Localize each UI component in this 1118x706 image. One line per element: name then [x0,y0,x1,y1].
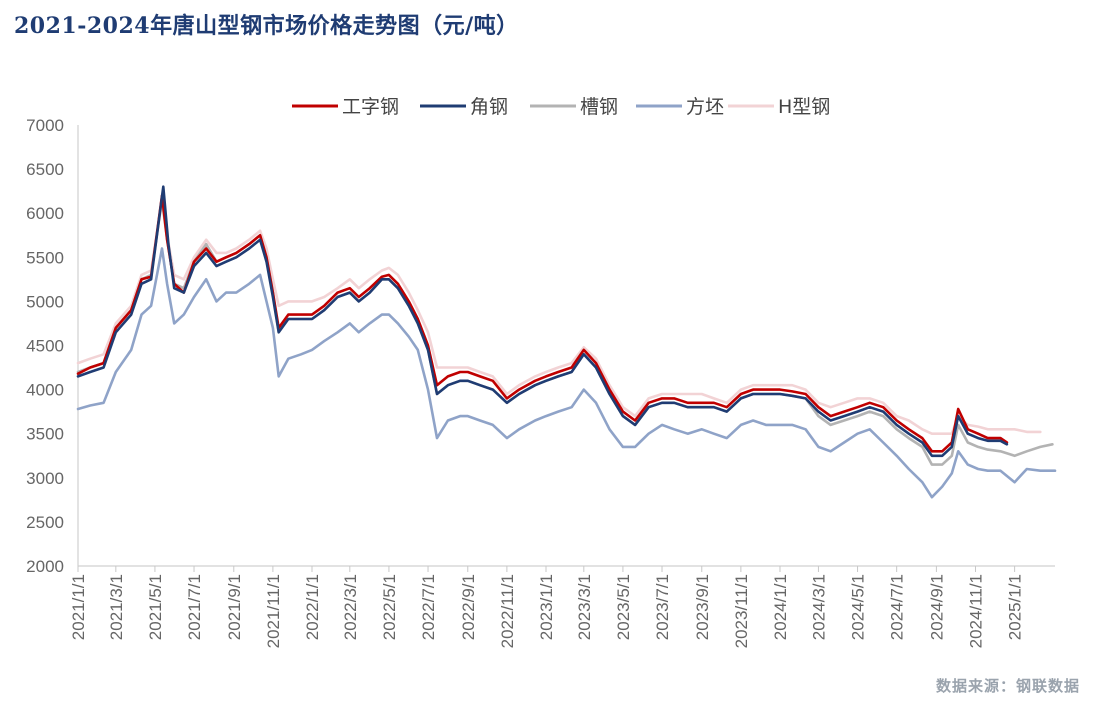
y-tick-label: 3500 [26,425,64,444]
legend: 工字钢 角钢 槽钢 方坯 H型钢 [292,96,830,118]
y-tick-label: 5000 [26,292,64,311]
x-tick-label: 2023/9/1 [693,574,712,640]
source-note: 数据来源：钢联数据 [935,677,1080,695]
y-tick-label: 5500 [26,248,64,267]
x-tick-label: 2021/9/1 [225,574,244,640]
x-tick-label: 2024/9/1 [927,574,946,640]
x-tick-label: 2022/3/1 [341,574,360,640]
x-tick-label: 2021/5/1 [146,574,165,640]
legend-label: 方坯 [686,96,724,118]
series-line-5 [76,198,1042,435]
y-tick-label: 4000 [26,381,64,400]
x-tick-label: 2022/7/1 [419,574,438,640]
legend-label: H型钢 [778,96,830,118]
x-tick-label: 2023/3/1 [575,574,594,640]
y-tick-label: 2500 [26,513,64,532]
series-line-4 [76,247,1057,499]
x-tick-label: 2024/3/1 [809,574,828,640]
x-tick-label: 2024/11/1 [967,574,986,648]
y-tick-label: 7000 [26,116,64,135]
x-tick-label: 2022/11/1 [498,574,517,648]
y-tick-label: 2000 [26,557,64,576]
x-tick-label: 2022/9/1 [459,574,478,640]
y-tick-label: 6500 [26,160,64,179]
x-tick-label: 2022/1/1 [303,574,322,640]
x-tick-label: 2023/11/1 [732,574,751,648]
x-tick-label: 2025/1/1 [1006,574,1025,640]
x-tick-label: 2023/7/1 [653,574,672,640]
x-tick-label: 2024/7/1 [888,574,907,640]
x-tick-label: 2022/5/1 [380,574,399,640]
x-axis: 2021/1/1 2021/3/1 2021/5/1 2021/7/1 2021/9/1… [69,565,1055,648]
y-tick-label: 3000 [26,469,64,488]
x-tick-label: 2021/11/1 [264,574,283,648]
x-tick-label: 2021/1/1 [69,574,88,640]
x-tick-label: 2024/1/1 [771,574,790,640]
y-axis: 2000 2500 3000 3500 4000 4500 5000 5500 6000 6500… [26,116,79,576]
chart-title: 2021-2024年唐山型钢市场价格走势图（元/吨） [14,13,519,39]
x-tick-label: 2024/5/1 [849,574,868,640]
x-tick-label: 2023/1/1 [537,574,556,640]
y-tick-label: 6000 [26,204,64,223]
x-tick-label: 2021/7/1 [185,574,204,640]
y-tick-label: 4500 [26,337,64,356]
legend-label: 工字钢 [342,96,399,118]
series-line-1 [76,194,1009,453]
series-line-3 [76,198,1054,466]
x-tick-label: 2023/5/1 [614,574,633,640]
legend-label: 角钢 [470,96,508,118]
legend-label: 槽钢 [580,96,618,118]
x-tick-label: 2021/3/1 [107,574,126,640]
series-line-2 [76,185,1009,458]
plot-area [76,185,1057,499]
